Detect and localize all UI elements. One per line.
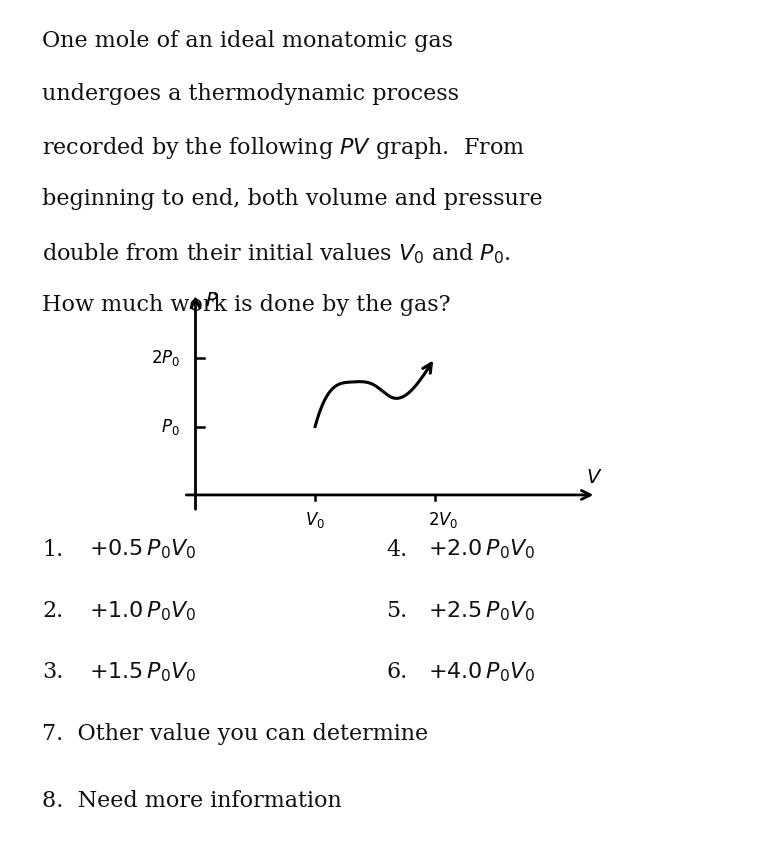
Text: $+1.0\,P_0V_0$: $+1.0\,P_0V_0$ xyxy=(89,599,196,623)
Text: 8.  Need more information: 8. Need more information xyxy=(42,790,342,812)
Text: 3.: 3. xyxy=(42,661,64,683)
Text: One mole of an ideal monatomic gas: One mole of an ideal monatomic gas xyxy=(42,30,453,52)
Text: $+2.5\,P_0V_0$: $+2.5\,P_0V_0$ xyxy=(428,599,536,623)
Text: 2.: 2. xyxy=(42,600,64,622)
Text: double from their initial values $V_0$ and $P_0$.: double from their initial values $V_0$ a… xyxy=(42,241,511,266)
Text: 5.: 5. xyxy=(386,600,408,622)
Text: 1.: 1. xyxy=(42,538,64,561)
Text: $2V_0$: $2V_0$ xyxy=(428,510,459,530)
Text: $V_0$: $V_0$ xyxy=(305,510,325,530)
Text: 4.: 4. xyxy=(386,538,408,561)
Text: $+1.5\,P_0V_0$: $+1.5\,P_0V_0$ xyxy=(89,660,196,684)
Text: $2P_0$: $2P_0$ xyxy=(151,348,180,368)
Text: $P_0$: $P_0$ xyxy=(161,417,180,436)
Text: beginning to end, both volume and pressure: beginning to end, both volume and pressu… xyxy=(42,188,543,210)
Text: undergoes a thermodynamic process: undergoes a thermodynamic process xyxy=(42,83,459,105)
Text: $+2.0\,P_0V_0$: $+2.0\,P_0V_0$ xyxy=(428,538,536,561)
Text: 7.  Other value you can determine: 7. Other value you can determine xyxy=(42,722,428,745)
Text: $+0.5\,P_0V_0$: $+0.5\,P_0V_0$ xyxy=(89,538,196,561)
Text: $V$: $V$ xyxy=(586,469,602,486)
Text: How much work is done by the gas?: How much work is done by the gas? xyxy=(42,294,451,316)
Text: $P$: $P$ xyxy=(205,291,218,310)
Text: recorded by the following $PV$ graph.  From: recorded by the following $PV$ graph. Fr… xyxy=(42,135,526,162)
Text: 6.: 6. xyxy=(386,661,408,683)
Text: $+4.0\,P_0V_0$: $+4.0\,P_0V_0$ xyxy=(428,660,536,684)
